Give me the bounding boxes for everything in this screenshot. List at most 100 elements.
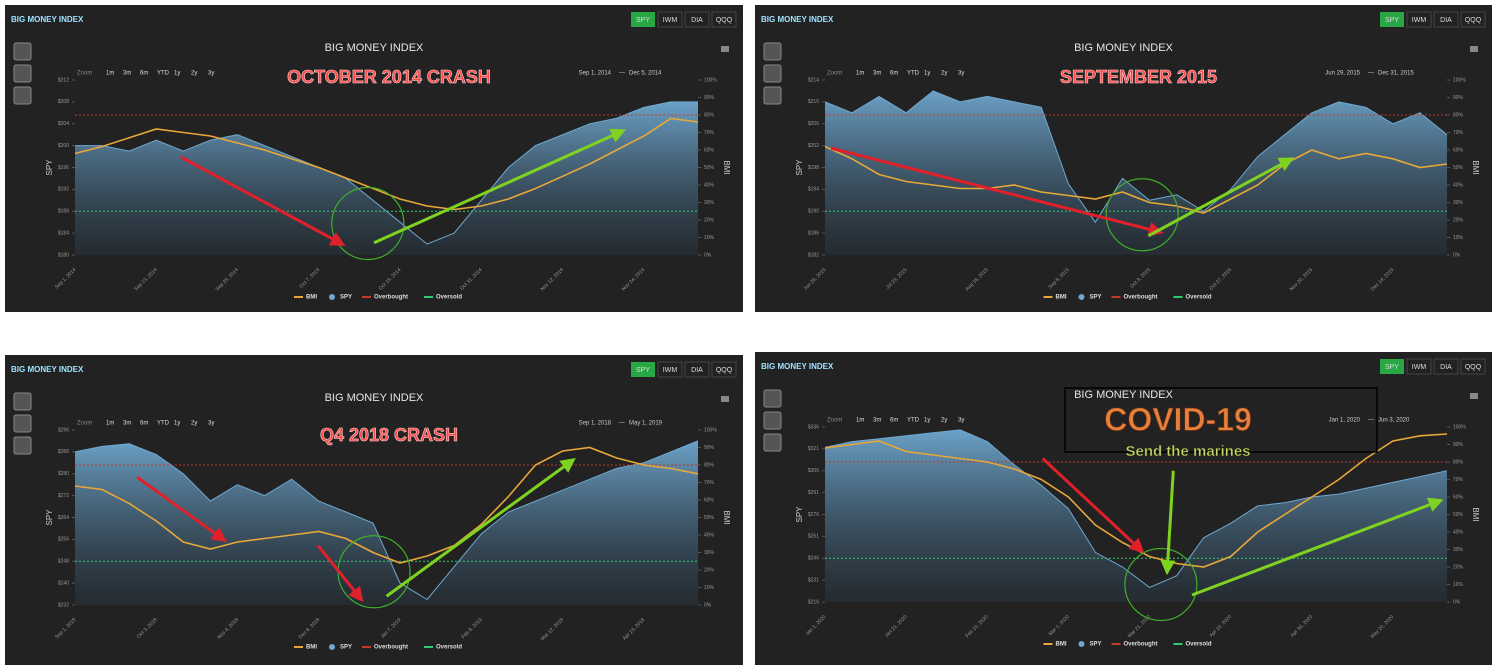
zoom-button[interactable]: YTD — [907, 71, 920, 77]
legend-label[interactable]: BMI — [1056, 295, 1067, 301]
zoom-button[interactable]: 3y — [958, 418, 964, 424]
zoom-button[interactable]: YTD — [157, 421, 170, 427]
chart-title: BIG MONEY INDEX — [1074, 389, 1173, 401]
y2-tick-label: 90% — [1453, 442, 1464, 448]
zoom-button[interactable]: 3m — [873, 71, 881, 77]
legend-label[interactable]: Overbought — [374, 645, 408, 651]
tab-label[interactable]: DIA — [1440, 364, 1452, 371]
highlight-circle — [1124, 547, 1198, 622]
y2-tick-label: 80% — [704, 462, 715, 468]
tab-label[interactable]: IWM — [1412, 17, 1427, 24]
tab-label[interactable]: SPY — [1385, 17, 1399, 24]
tab-label[interactable]: QQQ — [1465, 17, 1482, 24]
y2-tick-label: 70% — [1453, 477, 1464, 483]
y2-tick-label: 0% — [1453, 599, 1461, 605]
zoom-button[interactable]: 3y — [208, 71, 214, 77]
legend-label[interactable]: Oversold — [1186, 295, 1212, 301]
legend-label[interactable]: Oversold — [436, 295, 462, 301]
zoom-button[interactable]: 3m — [123, 421, 131, 427]
y-tick-label: $321 — [808, 446, 819, 452]
tab-label[interactable]: QQQ — [1465, 364, 1482, 371]
zoom-button[interactable]: 1m — [856, 418, 864, 424]
zoom-button[interactable]: 1y — [924, 418, 930, 424]
legend-label[interactable]: Oversold — [436, 645, 462, 651]
annotation: Q4 2018 CRASH — [320, 425, 458, 445]
legend-label[interactable]: BMI — [306, 645, 317, 651]
zoom-button[interactable]: 6m — [890, 418, 898, 424]
tab-label[interactable]: SPY — [1385, 364, 1399, 371]
zoom-button[interactable]: YTD — [907, 418, 920, 424]
panel-header: BIG MONEY INDEX — [11, 365, 84, 374]
zoom-button[interactable]: 2y — [941, 71, 947, 77]
y2-tick-label: 10% — [1453, 582, 1464, 588]
tab-label[interactable]: QQQ — [716, 367, 733, 374]
y2-tick-label: 30% — [1453, 200, 1464, 206]
y-axis-title: SPY — [45, 159, 54, 176]
y2-tick-label: 0% — [1453, 252, 1461, 258]
zoom-button[interactable]: 6m — [140, 421, 148, 427]
legend-label[interactable]: SPY — [1090, 642, 1102, 648]
date-range-start: Sep 1, 2018 — [579, 421, 612, 427]
legend-label[interactable]: BMI — [1056, 642, 1067, 648]
tab-label[interactable]: DIA — [691, 17, 703, 24]
tab-label[interactable]: DIA — [691, 367, 703, 374]
zoom-button[interactable]: 3y — [958, 71, 964, 77]
legend-label[interactable]: Overbought — [1124, 642, 1158, 648]
y-tick-label: $192 — [58, 187, 69, 193]
legend-label[interactable]: SPY — [340, 645, 352, 651]
y-tick-label: $214 — [808, 77, 819, 83]
tab-label[interactable]: DIA — [1440, 17, 1452, 24]
legend-label[interactable]: Overbought — [1124, 295, 1158, 301]
zoom-button[interactable]: 2y — [941, 418, 947, 424]
zoom-button[interactable]: 3y — [208, 421, 214, 427]
y2-tick-label: 80% — [1453, 112, 1464, 118]
tab-label[interactable]: SPY — [636, 367, 650, 374]
legend-label[interactable]: BMI — [306, 295, 317, 301]
zoom-button[interactable]: 1y — [174, 421, 180, 427]
zoom-button[interactable]: YTD — [157, 71, 170, 77]
zoom-button[interactable]: 2y — [191, 71, 197, 77]
zoom-button[interactable]: 1y — [924, 71, 930, 77]
y2-tick-label: 20% — [704, 567, 715, 573]
tab — [1406, 358, 1432, 375]
tab — [1433, 358, 1459, 375]
tab-label[interactable]: IWM — [663, 17, 678, 24]
bmi-line — [74, 117, 699, 211]
legend-label[interactable]: Oversold — [1186, 642, 1212, 648]
y-tick-label: $231 — [808, 577, 819, 583]
y2-tick-label: 80% — [704, 112, 715, 118]
y-tick-label: $202 — [808, 143, 819, 149]
date-range-separator: — — [619, 421, 625, 427]
zoom-button[interactable]: 1m — [106, 71, 114, 77]
annotation: COVID-19 — [1104, 401, 1252, 437]
zoom-button[interactable]: 6m — [890, 71, 898, 77]
tab-label[interactable]: SPY — [636, 17, 650, 24]
zoom-button[interactable]: 3m — [123, 71, 131, 77]
zoom-button[interactable]: 1y — [174, 71, 180, 77]
zoom-button[interactable]: 6m — [140, 71, 148, 77]
tab — [1433, 11, 1459, 28]
tab-label[interactable]: IWM — [663, 367, 678, 374]
zoom-button[interactable]: 1m — [856, 71, 864, 77]
tab — [711, 361, 737, 378]
tool-icon — [13, 86, 32, 105]
bmi-line — [824, 145, 1448, 214]
y-tick-label: $190 — [808, 209, 819, 215]
tab-label[interactable]: IWM — [1412, 364, 1427, 371]
legend-label[interactable]: Overbought — [374, 295, 408, 301]
annotation: OCTOBER 2014 CRASH — [287, 67, 491, 87]
zoom-button[interactable]: 2y — [191, 421, 197, 427]
tab-label[interactable]: QQQ — [716, 17, 733, 24]
tab — [657, 11, 683, 28]
tab — [657, 361, 683, 378]
legend-label[interactable]: SPY — [340, 295, 352, 301]
zoom-button[interactable]: 1m — [106, 421, 114, 427]
date-range-end: Dec 5, 2014 — [629, 71, 662, 77]
y-tick-label: $248 — [58, 559, 69, 565]
legend-label[interactable]: SPY — [1090, 295, 1102, 301]
chart-title: BIG MONEY INDEX — [325, 392, 424, 404]
y2-axis-title: BMI — [722, 160, 731, 174]
y-tick-label: $198 — [808, 165, 819, 171]
zoom-button[interactable]: 3m — [873, 418, 881, 424]
